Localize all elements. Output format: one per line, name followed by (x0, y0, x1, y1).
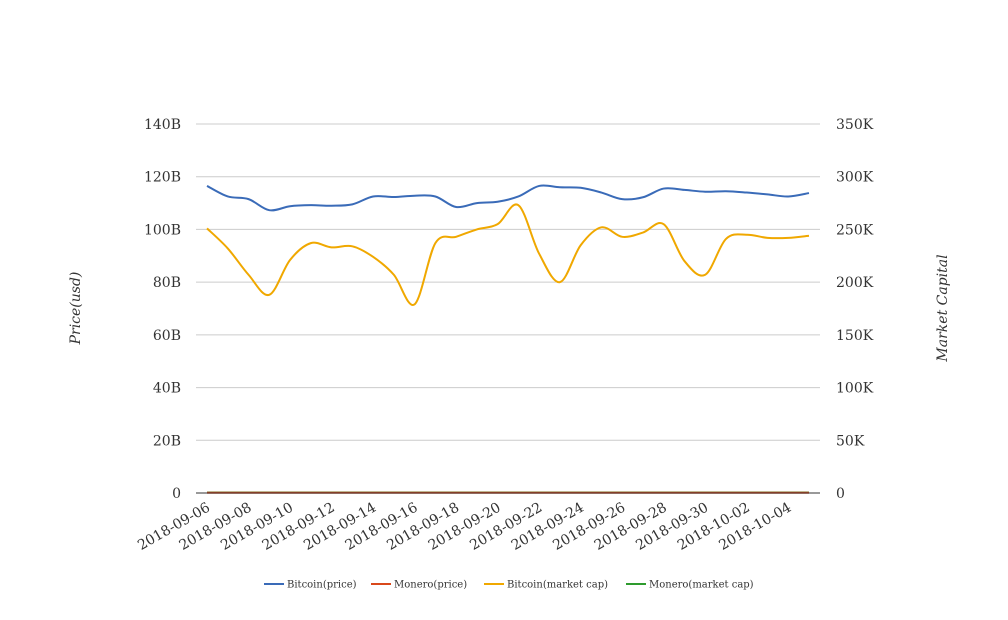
grid-layer (196, 123, 820, 441)
y-left-tick-label: 100B (144, 222, 181, 238)
legend-label-bitcoin-market-cap: Bitcoin(market cap) (507, 580, 608, 591)
y-left-tick-label: 20B (153, 433, 181, 449)
y-right-tick-label: 150K (836, 328, 874, 344)
y-left-tick-label: 140B (144, 117, 181, 133)
y-right-tick-label: 200K (836, 275, 874, 291)
y-left-tick-label: 80B (153, 275, 181, 291)
y-right-axis-title: Market Capital (935, 254, 951, 362)
y-left-axis-title: Price(usd) (68, 272, 84, 346)
y-right-tick-label: 300K (836, 170, 874, 186)
legend-label-monero-market-cap: Monero(market cap) (649, 580, 754, 591)
y-right-tick-label: 350K (836, 117, 874, 133)
legend-label-monero-price: Monero(price) (394, 580, 467, 591)
y-right-tick-label: 100K (836, 381, 874, 397)
legend-label-bitcoin-price: Bitcoin(price) (287, 580, 357, 591)
legend: Bitcoin(price) Monero(price) Bitcoin(marke… (264, 580, 754, 591)
y-right-tick-label: 0 (836, 486, 845, 502)
y-right-tick-label: 250K (836, 222, 874, 238)
y-left-tick-label: 60B (153, 328, 181, 344)
axis-layer: 0 0 20B 50K 40B 100K 60B 150K 80B 200K 100B 250K 120… (135, 117, 874, 554)
y-left-tick-label: 40B (153, 381, 181, 397)
series-line-bitcoin-price (206, 184, 810, 212)
y-right-tick-label: 50K (836, 433, 865, 449)
y-left-tick-label: 0 (172, 486, 181, 502)
series-layer (206, 184, 810, 494)
series-line-bitcoin-market-cap (206, 203, 810, 306)
y-left-tick-label: 120B (144, 170, 181, 186)
